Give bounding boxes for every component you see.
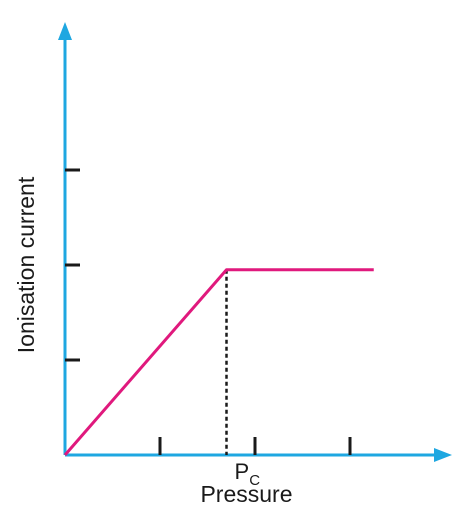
y-axis-label: Ionisation current: [13, 176, 39, 353]
critical-pressure-subscript: C: [249, 472, 260, 489]
x-axis-label: Pressure: [200, 481, 292, 507]
y-ticks: [65, 168, 80, 362]
x-axis-arrow: [434, 448, 452, 462]
ionisation-current-curve: [63, 268, 374, 456]
axes: [58, 22, 452, 462]
y-axis-arrow: [58, 22, 72, 40]
critical-pressure-symbol: P: [235, 459, 250, 484]
x-ticks: [158, 437, 352, 455]
critical-pressure-label: PC: [235, 459, 261, 489]
